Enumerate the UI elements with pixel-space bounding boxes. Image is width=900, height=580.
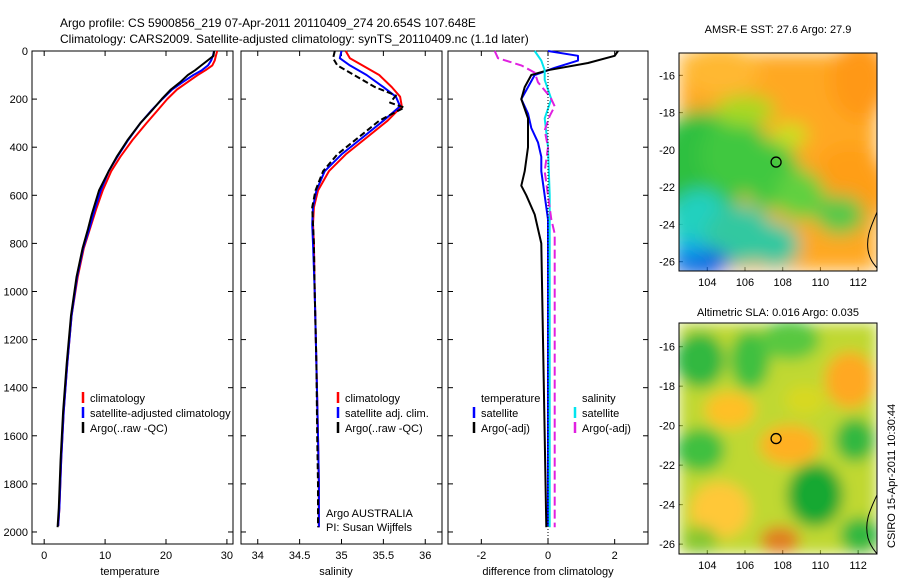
legend-label-satellite: satellite-adjusted climatology [90,408,231,420]
map-x-tick-label: 104 [698,560,716,572]
temperature-xlabel: temperature [100,566,159,578]
map-y-tick-label: -26 [659,539,675,551]
map-y-tick-label: -16 [659,342,675,354]
legend-group-salinity: salinity [582,393,616,405]
salinity-xlabel: salinity [319,566,353,578]
x-tick-label: 34.5 [289,550,310,562]
y-tick-label: 2000 [4,527,28,539]
map-y-tick-label: -22 [659,182,675,194]
map-y-tick-label: -18 [659,381,675,393]
argo-pi-annotation: PI: Susan Wijffels [326,522,412,534]
map-x-tick-label: 110 [812,277,830,289]
map-y-tick-label: -26 [659,257,675,269]
y-tick-label: 400 [10,142,28,154]
map-x-tick-label: 112 [849,277,867,289]
salinity-legend: climatology satellite adj. clim. Argo(..… [336,392,429,435]
legend-label-sal-argo: Argo(-adj) [582,423,631,435]
x-tick-label: 35 [335,550,347,562]
y-tick-label: 0 [22,46,28,58]
x-tick-label: 10 [99,550,111,562]
x-tick-label: 0 [545,550,551,562]
map-x-tick-label: 106 [736,560,754,572]
series-layer [56,50,619,528]
y-tick-label: 1200 [4,335,28,347]
argo-agency-annotation: Argo AUSTRALIA [326,508,413,520]
series-line-temp_satellite_diff [520,50,579,526]
x-tick-label: 35.5 [373,550,394,562]
legend-label-temp-argo: Argo(-adj) [481,423,530,435]
temperature-legend: climatology satellite-adjusted climatolo… [81,392,231,435]
y-tick-label: 1600 [4,431,28,443]
series-line-sal_argo_diff [493,50,556,528]
sla-map-frame [678,322,878,555]
map-x-tick-label: 108 [774,560,792,572]
map-x-tick-label: 110 [812,560,830,572]
difference-xlabel: difference from climatology [482,566,614,578]
legend-group-temperature: temperature [481,393,540,405]
sst-map-title: AMSR-E SST: 27.6 Argo: 27.9 [705,24,852,36]
sla-map-title: Altimetric SLA: 0.016 Argo: 0.035 [697,307,859,319]
y-tick-label: 600 [10,190,28,202]
x-tick-label: 0 [41,550,47,562]
map-y-tick-label: -20 [659,145,675,157]
map-y-tick-label: -24 [659,500,675,512]
legend-label-satellite: satellite adj. clim. [345,408,429,420]
difference-legend: temperature satellite Argo(-adj) salinit… [472,393,631,435]
figure-title-line2: Climatology: CARS2009. Satellite-adjuste… [60,32,529,46]
map-x-tick-label: 108 [774,277,792,289]
series-line-argo [520,50,619,528]
map-y-tick-label: -24 [659,219,675,231]
map-x-tick-label: 106 [736,277,754,289]
x-tick-label: 36 [419,550,431,562]
csiro-timestamp: CSIRO 15-Apr-2011 10:30:44 [886,404,898,548]
sst-argo-location-marker [770,156,782,168]
legend-label-argo: Argo(..raw -QC) [345,423,423,435]
y-tick-label: 1400 [4,383,28,395]
x-tick-label: 2 [612,550,618,562]
tick-layer: 0 10 20 30020040060080010001200140016001800… [4,46,867,572]
legend-label-temp-satellite: satellite [481,408,518,420]
sla-argo-location-marker [770,432,782,445]
sla-map-field [679,323,877,554]
x-tick-label: 30 [221,550,233,562]
sst-map-frame [678,52,878,272]
temperature-axes [31,50,234,545]
y-tick-label: 800 [10,238,28,250]
map-y-tick-label: -16 [659,70,675,82]
legend-label-sal-satellite: satellite [582,408,619,420]
salinity-axes [240,50,443,545]
y-tick-label: 200 [10,94,28,106]
sst-map-field [679,53,877,271]
figure-title-line1: Argo profile: CS 5900856_219 07-Apr-2011… [60,16,476,30]
series-line-argo [56,50,216,528]
map-x-tick-label: 112 [849,560,867,572]
legend-label-climatology: climatology [345,393,401,405]
legend-label-argo: Argo(..raw -QC) [90,423,168,435]
x-tick-label: 34 [252,550,264,562]
x-tick-label: 20 [160,550,172,562]
series-line-sal_satellite_diff [533,50,553,528]
map-x-tick-label: 104 [698,277,716,289]
legend-label-climatology: climatology [90,393,146,405]
map-y-tick-label: -22 [659,460,675,472]
x-tick-label: -2 [476,550,486,562]
series-line-argo [311,50,406,528]
map-y-tick-label: -18 [659,108,675,120]
y-tick-label: 1800 [4,479,28,491]
map-y-tick-label: -20 [659,421,675,433]
y-tick-label: 1000 [4,286,28,298]
